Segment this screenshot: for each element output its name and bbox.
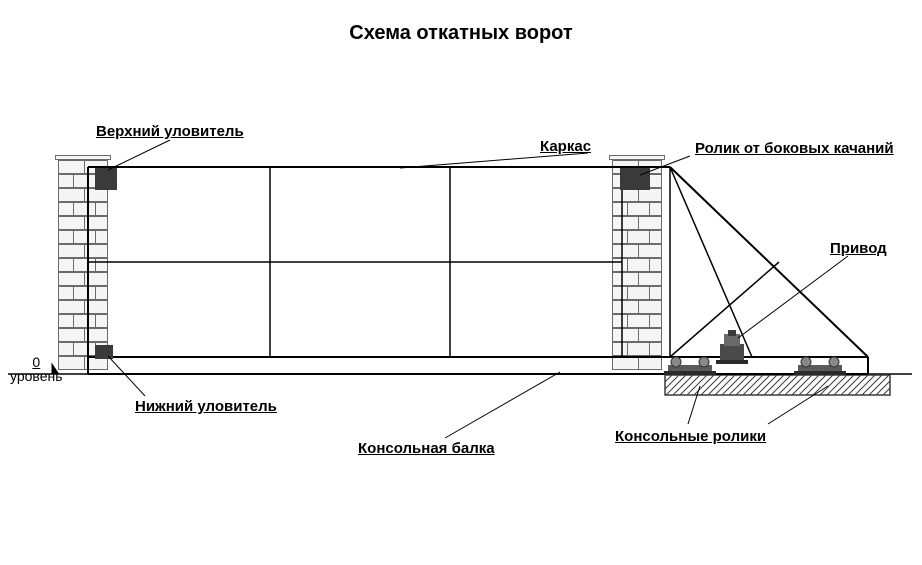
diagram-svg (0, 0, 922, 565)
label-side-roller: Ролик от боковых качаний (695, 140, 894, 157)
cantilever-rollers-icon (664, 357, 846, 375)
label-cantilever-rollers: Консольные ролики (615, 428, 766, 445)
side-roller-box (620, 168, 650, 190)
label-frame: Каркас (540, 138, 591, 155)
label-drive: Привод (830, 240, 887, 257)
label-lower-catcher: Нижний уловитель (135, 398, 277, 415)
upper-catcher-box (95, 168, 117, 190)
label-cantilever-beam: Консольная балка (358, 440, 495, 457)
label-upper-catcher: Верхний уловитель (96, 123, 244, 140)
label-ground-level: 0 уровень (10, 355, 63, 383)
lower-catcher-box (95, 345, 113, 359)
